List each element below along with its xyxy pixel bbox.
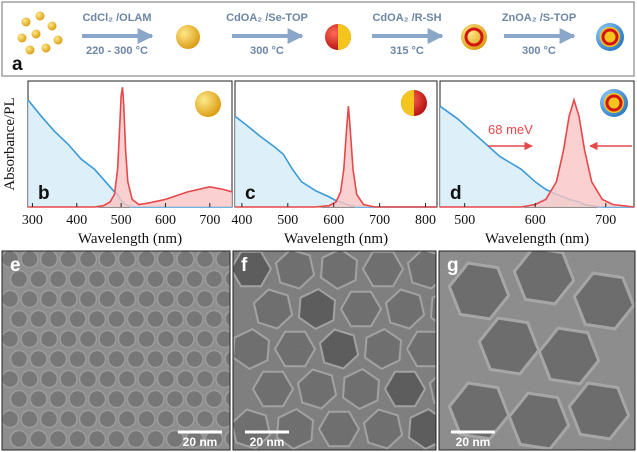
x-tick-label: 500 <box>111 213 132 228</box>
spectrum-line <box>440 97 635 208</box>
particle-icons <box>195 89 628 117</box>
image-frame <box>438 250 636 451</box>
step-reagent: CdCl₂ /OLAM <box>82 12 151 24</box>
x-axis-label: Wavelength (nm) <box>78 231 182 247</box>
cds-shell <box>461 24 487 50</box>
x-tick-label: 700 <box>595 213 616 228</box>
area-fill <box>440 106 634 207</box>
icon-core <box>195 91 221 117</box>
icon-multishell-ring <box>605 94 623 112</box>
area-fill <box>440 99 634 207</box>
tem-noise <box>439 251 635 450</box>
tem-image: e 20 nm <box>1 250 231 451</box>
icon-core-shell-cut <box>401 90 414 116</box>
tem-image: g 20 nm <box>438 250 636 451</box>
x-tick-label: 400 <box>231 213 252 228</box>
panel-label: c <box>245 183 256 204</box>
area-fill <box>28 99 232 207</box>
x-tick-label: 600 <box>155 213 176 228</box>
step-temperature: 315 °C <box>390 45 424 57</box>
x-tick-label: 800 <box>415 213 436 228</box>
zns-shell <box>596 23 624 51</box>
x-tick-label: 700 <box>199 213 220 228</box>
cdse-shell <box>325 24 351 50</box>
panel-label: f <box>241 255 248 276</box>
image-frame <box>1 250 231 451</box>
area-fill <box>235 116 437 207</box>
x-tick-label: 500 <box>277 213 298 228</box>
panel-frame <box>1 1 635 77</box>
scale-bar-label: 20 nm <box>183 435 218 449</box>
scale-bar-label: 20 nm <box>250 435 285 449</box>
tem-content <box>233 251 436 450</box>
x-axis-label: Wavelength (nm) <box>485 231 589 247</box>
tem-content <box>2 251 230 450</box>
step-reagent: CdOA₂ /R-SH <box>372 12 441 24</box>
tem-noise <box>2 251 230 450</box>
panel-label: e <box>10 255 21 276</box>
step-temperature: 300 °C <box>522 45 556 57</box>
scheme-panel: a CdCl₂ /OLAM 220 - 300 °C CdOA₂ /Se-TOP 30… <box>1 1 635 77</box>
x-tick-label: 600 <box>323 213 344 228</box>
seed-cluster <box>17 11 63 55</box>
panel-label: d <box>450 183 462 204</box>
spectrum-line <box>235 106 437 208</box>
tem-noise <box>233 251 436 450</box>
tem-image: f 20 nm <box>232 250 437 451</box>
image-frame <box>232 250 437 451</box>
spectrum-line <box>28 87 233 208</box>
panel-label: g <box>447 255 459 276</box>
x-tick-label: 400 <box>66 213 87 228</box>
panel-label: b <box>38 183 50 204</box>
step-temperature: 220 - 300 °C <box>86 45 148 57</box>
x-axis-label: Wavelength (nm) <box>284 231 388 247</box>
x-tick-label: 500 <box>454 213 475 228</box>
x-tick-label: 700 <box>369 213 390 228</box>
x-tick-label: 300 <box>22 213 43 228</box>
panel-label: a <box>12 54 23 75</box>
step-temperature: 300 °C <box>250 45 284 57</box>
area-fill <box>28 87 232 207</box>
step-reagent: CdOA₂ /Se-TOP <box>226 12 308 24</box>
annotation: 68 meV <box>488 122 533 137</box>
scale-bar-label: 20 nm <box>456 435 491 449</box>
tem-content <box>439 251 635 450</box>
step-reagent: ZnOA₂ /S-TOP <box>502 12 576 24</box>
cds-core <box>176 25 200 49</box>
x-tick-label: 600 <box>525 213 546 228</box>
y-axis-label: Absorbance/PL <box>2 97 18 190</box>
